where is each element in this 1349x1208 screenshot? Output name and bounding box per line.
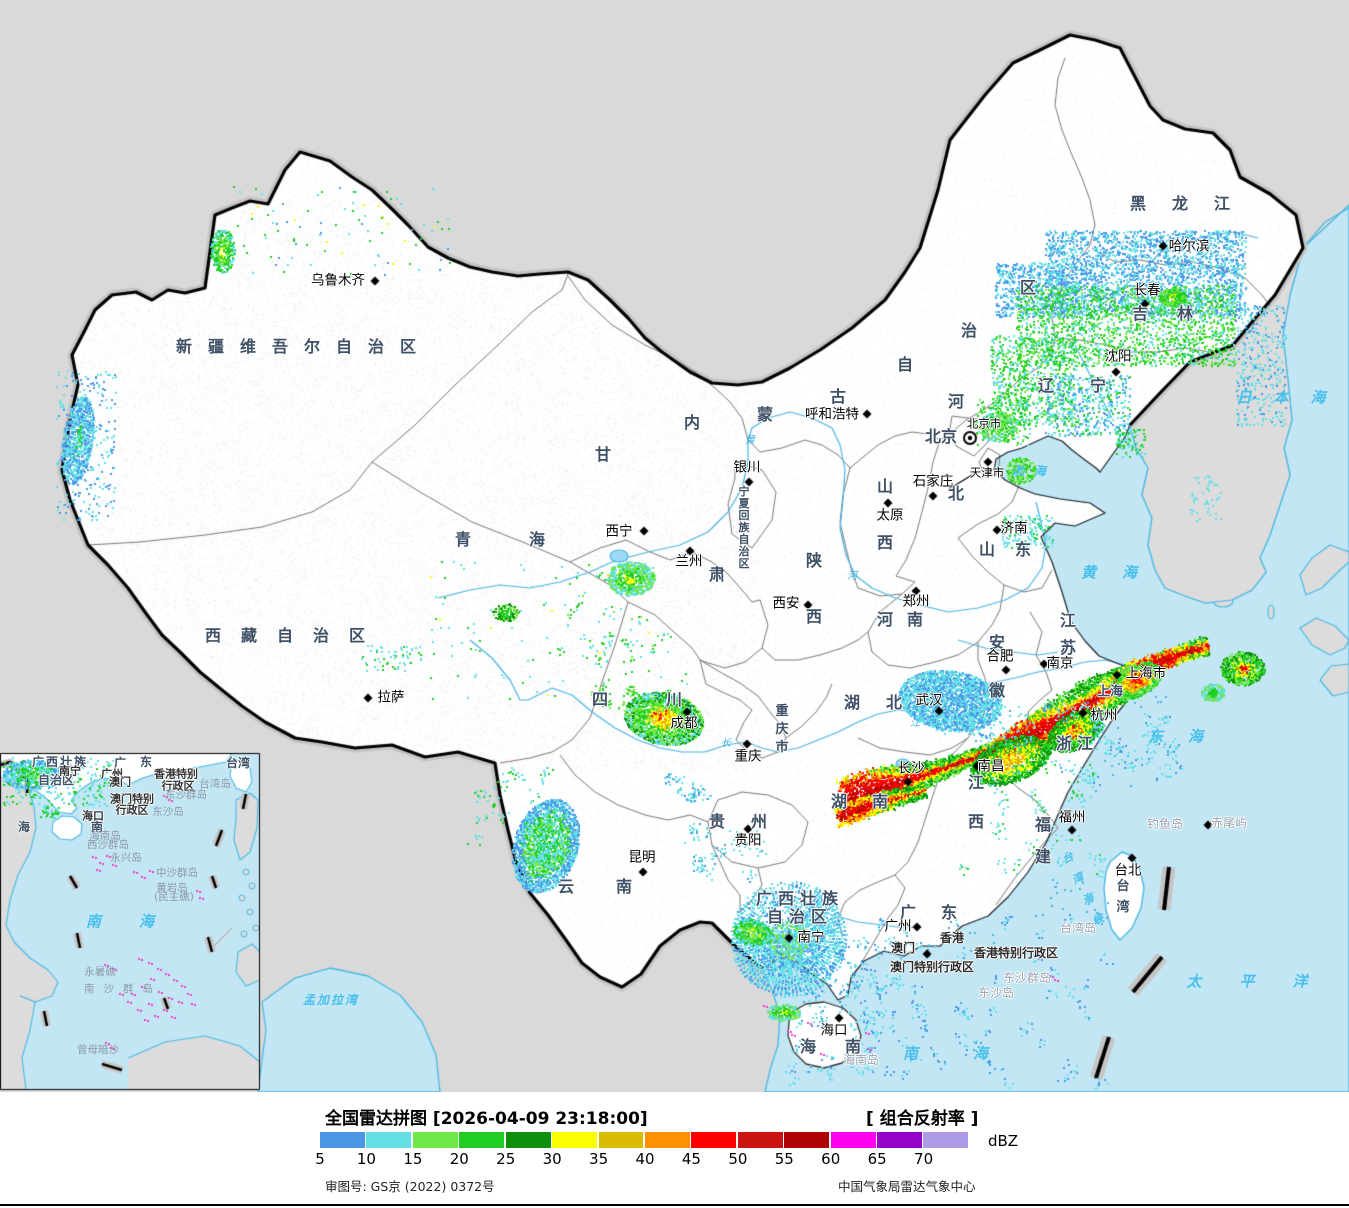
legend-swatch xyxy=(737,1132,783,1148)
legend-tick: 35 xyxy=(589,1150,609,1168)
legend-swatch xyxy=(505,1132,551,1148)
legend-tick: 15 xyxy=(403,1150,423,1168)
map-title: 全国雷达拼图 [2026-04-09 23:18:00] xyxy=(325,1109,648,1129)
legend-swatch xyxy=(830,1132,876,1148)
legend-swatch xyxy=(366,1132,412,1148)
legend-swatch xyxy=(691,1132,737,1148)
legend-colorbar xyxy=(320,1132,970,1148)
legend-tick: 10 xyxy=(356,1150,376,1168)
legend-swatch xyxy=(923,1132,969,1148)
legend-tick: 55 xyxy=(774,1150,794,1168)
product-label: [ 组合反射率 ] xyxy=(866,1109,979,1129)
credit-label: 中国气象局雷达气象中心 xyxy=(838,1179,976,1194)
legend-tick: 65 xyxy=(867,1150,887,1168)
legend-tick: 40 xyxy=(635,1150,655,1168)
legend-panel: 全国雷达拼图 [2026-04-09 23:18:00] [ 组合反射率 ] 5… xyxy=(0,1092,1349,1204)
legend-unit: dBZ xyxy=(988,1132,1019,1150)
bottom-divider xyxy=(0,1203,1349,1206)
legend-swatch xyxy=(412,1132,458,1148)
legend-swatch xyxy=(877,1132,922,1148)
legend-swatch xyxy=(459,1132,505,1148)
legend-tick: 70 xyxy=(914,1150,934,1168)
legend-tick: 30 xyxy=(542,1150,562,1168)
legend-tick: 20 xyxy=(449,1150,469,1168)
radar-map-canvas xyxy=(0,0,1349,1092)
map-approval-number: 审图号: GS京 (2022) 0372号 xyxy=(325,1179,495,1194)
legend-tick: 50 xyxy=(728,1150,748,1168)
legend-tick: 25 xyxy=(496,1150,516,1168)
legend-tick: 5 xyxy=(315,1150,325,1168)
legend-swatch xyxy=(598,1132,644,1148)
legend-swatch xyxy=(320,1132,365,1148)
legend-swatch xyxy=(784,1132,830,1148)
legend-tick: 60 xyxy=(821,1150,841,1168)
legend-swatch xyxy=(644,1132,690,1148)
legend-tick: 45 xyxy=(681,1150,701,1168)
legend-swatch xyxy=(552,1132,598,1148)
